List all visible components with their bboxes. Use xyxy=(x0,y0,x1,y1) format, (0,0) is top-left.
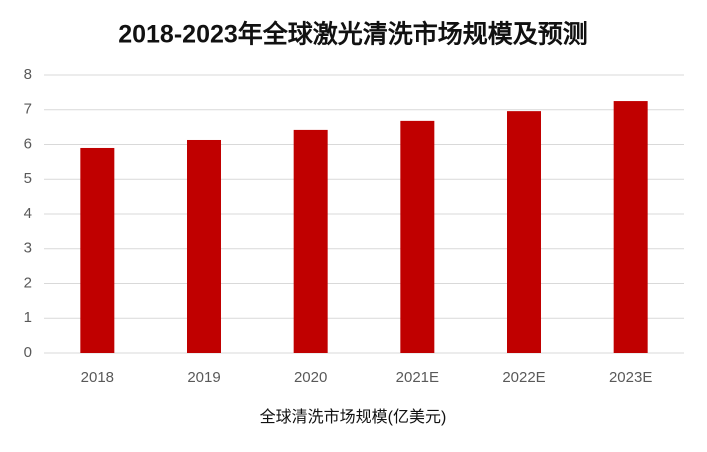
y-tick-label: 1 xyxy=(24,309,32,326)
x-axis-title: 全球清洗市场规模(亿美元) xyxy=(260,408,447,426)
x-tick-label: 2018 xyxy=(81,369,114,386)
chart-title: 2018-2023年全球激光清洗市场规模及预测 xyxy=(118,20,588,49)
y-tick-label: 2 xyxy=(24,274,32,291)
x-tick-label: 2020 xyxy=(294,369,327,386)
y-tick-label: 5 xyxy=(24,170,32,187)
y-tick-label: 4 xyxy=(24,205,32,222)
bar xyxy=(187,139,221,353)
x-tick-label: 2019 xyxy=(187,369,220,386)
bar xyxy=(80,147,115,353)
bar xyxy=(400,120,435,354)
x-tick-label: 2022E xyxy=(502,369,545,386)
bar xyxy=(613,101,648,353)
y-tick-label: 8 xyxy=(24,66,32,83)
bar xyxy=(507,111,541,353)
y-tick-label: 6 xyxy=(24,135,32,152)
bar xyxy=(293,129,328,353)
y-tick-label: 3 xyxy=(24,240,32,257)
y-tick-label: 7 xyxy=(24,101,32,118)
y-tick-label: 0 xyxy=(24,344,32,361)
x-tick-label: 2021E xyxy=(396,369,439,386)
x-tick-label: 2023E xyxy=(609,369,652,386)
